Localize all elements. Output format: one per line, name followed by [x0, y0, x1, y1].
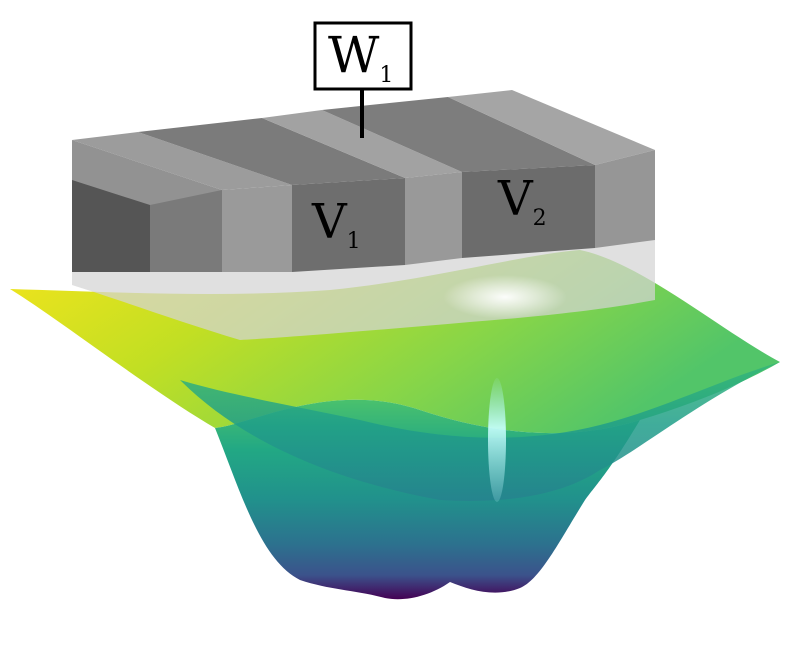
surface-glow: [443, 275, 567, 319]
v1-main-text: V: [311, 194, 348, 250]
block-front-right: [595, 150, 655, 248]
w1-main-text: W: [328, 26, 380, 84]
v2-subscript: 2: [533, 206, 547, 231]
w1-subscript: 1: [379, 63, 393, 88]
block-front-v1: [292, 178, 405, 272]
block-front-gate-v1: [222, 185, 292, 272]
v1-subscript: 1: [347, 229, 361, 254]
v2-main-text: V: [497, 171, 534, 227]
well-highlight-streak: [488, 378, 506, 502]
block-front-middle: [405, 172, 462, 265]
